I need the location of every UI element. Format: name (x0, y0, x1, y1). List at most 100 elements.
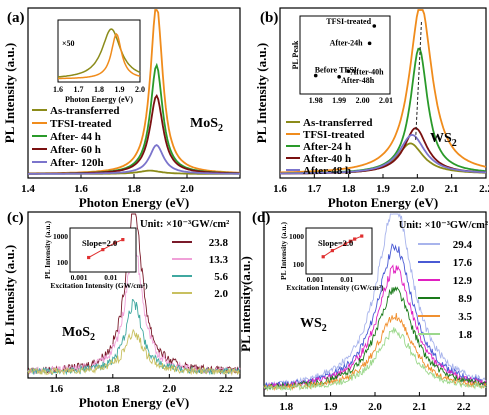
x-tick-label: 2.0 (368, 401, 382, 413)
inset-point-label: TFSI-treated (326, 17, 371, 26)
inset-point (87, 255, 91, 260)
inset-point-label: After-48h (341, 76, 375, 85)
inset-tick-label: 1.6 (53, 85, 63, 94)
y-axis-label: PL intensity(a.u.) (238, 256, 253, 352)
material-label: MoS2 (62, 325, 95, 343)
x-tick-label: 1.8 (279, 401, 293, 413)
inset-tick-label: 2.0 (135, 85, 145, 94)
legend-label: After- 44 h (50, 131, 101, 143)
x-tick-label: 2.1 (445, 183, 459, 195)
x-tick-label: 1.6 (49, 383, 63, 395)
legend-label: 1.8 (458, 329, 472, 341)
series-line (263, 212, 487, 389)
legend-label: As-transferred (50, 105, 119, 117)
inset-tick-label: 0.01 (104, 273, 117, 282)
x-tick-label: 2.1 (413, 401, 427, 413)
inset-point (367, 41, 372, 46)
inset-fit-line (88, 239, 123, 258)
material-label: MoS2 (190, 116, 223, 134)
legend-label: 12.9 (453, 275, 473, 287)
inset-tick-label: 1.7 (74, 85, 84, 94)
legend-label: 17.6 (453, 257, 473, 269)
series-line (27, 299, 241, 376)
inset-tick-label: 1.9 (115, 85, 125, 94)
x-axis-label: Photon Energy (eV) (79, 195, 190, 210)
inset-point (313, 73, 318, 78)
inset-tick-label: 1000 (53, 232, 68, 241)
legend-label: 23.8 (209, 237, 229, 249)
panel-label: (c) (7, 210, 24, 226)
legend-title: Unit: ×10⁻³GW/cm² (140, 219, 229, 230)
x-tick-label: 1.8 (342, 183, 356, 195)
inset-point (337, 75, 341, 79)
x-axis-label: Photon Energy (eV) (320, 413, 431, 415)
inset-b: TFSI-treated After-24h After-40hAfter-48hB… (291, 15, 393, 105)
inset-point-label: After-24h (330, 38, 364, 47)
legend-label: After-40 h (303, 153, 351, 165)
inset-x-label: Excitation Intensity (GW/cm²) (50, 281, 148, 290)
panel-label: (b) (260, 10, 278, 26)
inset-tick-label: 1.8 (94, 85, 104, 94)
x-axis-label: Photon Energy (eV) (328, 195, 439, 210)
legend-label: After- 120h (50, 157, 104, 169)
inset-point (101, 248, 105, 252)
legend-label: 3.5 (458, 311, 472, 323)
legend-label: TFSI-treated (303, 129, 365, 141)
series-line (263, 327, 487, 392)
inset-frame (299, 15, 391, 95)
inset-point (343, 242, 347, 246)
legend-title: Unit: ×10⁻³GW/cm² (399, 220, 488, 231)
inset-point (321, 255, 325, 259)
legend-label: After- 60 h (50, 144, 101, 156)
panel-c: 1.6 1.8 2.0 2.2 Photon Energy (eV) PL Intensi… (2, 210, 241, 410)
inset-tick-label: 0.001 (71, 273, 88, 282)
inset-series-line (57, 28, 141, 78)
y-axis-label: PL Intensity (a.u.) (254, 43, 269, 143)
inset-frame (57, 19, 141, 83)
series-line (263, 286, 487, 391)
legend-label: 29.4 (453, 239, 473, 251)
material-label: WS2 (300, 316, 327, 334)
inset-tick-label: 0.001 (307, 275, 324, 284)
inset-point (353, 237, 357, 241)
y-axis-label: PL Intensity (a.u.) (2, 43, 17, 143)
inset-x-label: Photon Energy (eV) (65, 95, 133, 104)
inset-tick-label: 2.01 (379, 96, 393, 105)
inset-point (346, 69, 351, 74)
inset-slope-label: Slope=2.0 (318, 238, 353, 248)
inset-y-label: PL Intensity (a.u.) (279, 222, 288, 280)
inset-series-line (58, 32, 141, 80)
inset-tick-label: 2.00 (356, 96, 370, 105)
x-tick-label: 1.8 (106, 383, 120, 395)
legend-label: 2.0 (214, 288, 228, 300)
x-tick-label: 2.0 (180, 183, 194, 195)
inset-point (360, 234, 364, 238)
series-line (28, 144, 240, 175)
x-tick-label: 1.9 (376, 183, 390, 195)
plot-frame (27, 211, 241, 379)
legend-label: TFSI-treated (50, 118, 112, 130)
panel-b: 1.6 1.7 1.8 1.9 2.0 2.1 2.2 Photon Energy (eV) P… (254, 7, 489, 210)
inset-power-law: 0.001 0.01 100 1000 Excitation Intensity (GW… (279, 222, 384, 292)
inset-point (330, 248, 334, 253)
inset-y-label: PL Peak (291, 40, 300, 69)
inset-point (372, 24, 377, 28)
panel-d: 1.8 1.9 2.0 2.1 2.2 Photon Energy (eV) PL inte… (238, 210, 488, 415)
series-line (27, 328, 241, 377)
inset-scale-label: ×50 (62, 39, 75, 48)
inset-tick-label: 1000 (289, 232, 304, 241)
inset-tick-label: 1.98 (309, 96, 323, 105)
legend-label: 8.9 (458, 293, 472, 305)
inset-point-label: Before TFSI (315, 66, 357, 75)
legend-label: After-48 h (303, 165, 351, 177)
x-tick-label: 1.9 (324, 401, 338, 413)
inset-tick-label: 0.01 (340, 275, 353, 284)
x-axis-label: Photon Energy (eV) (79, 395, 190, 410)
legend-label: After-24 h (303, 141, 351, 153)
legend-label: 5.6 (214, 271, 228, 283)
series-line (280, 9, 487, 174)
x-tick-label: 1.4 (21, 183, 35, 195)
x-tick-label: 2.2 (479, 183, 489, 195)
